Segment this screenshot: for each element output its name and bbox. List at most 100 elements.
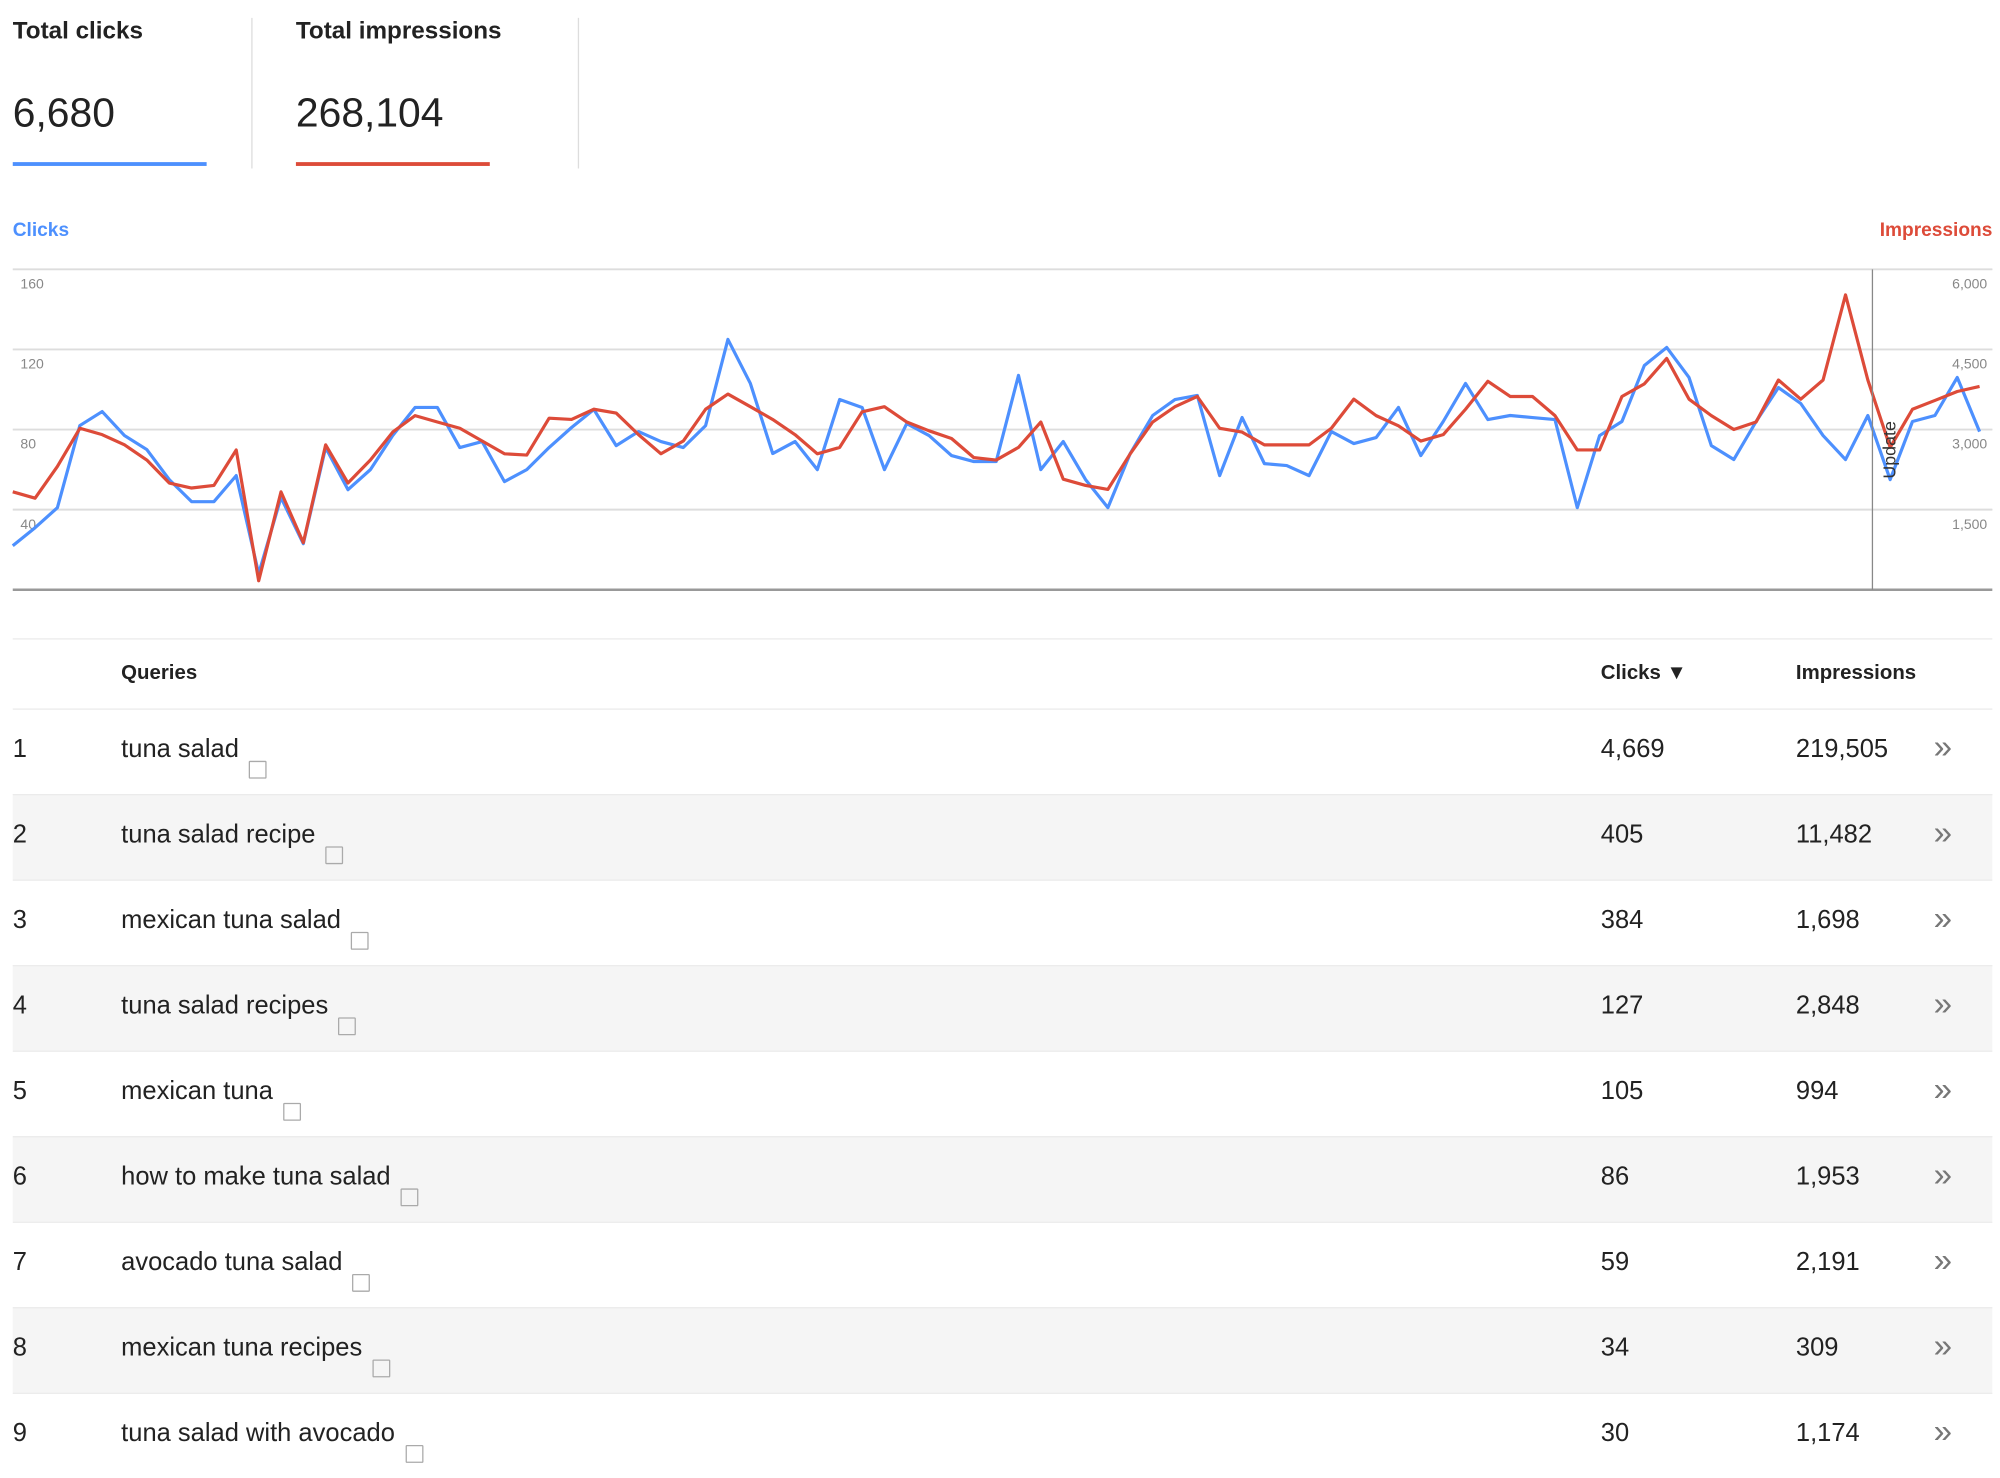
query-cell[interactable]: how to make tuna salad (121, 1162, 419, 1207)
separator (577, 17, 580, 169)
cell-text: 1,174 (1795, 1419, 1860, 1448)
cell: 7 (13, 1248, 27, 1277)
summary-value: 6,680 (12, 89, 115, 136)
cell: 127 (1601, 992, 1644, 1021)
summary-label: Total impressions (295, 17, 502, 45)
cell: 2 (13, 821, 27, 850)
cell-text: 30 (1600, 1419, 1630, 1448)
series-line (12, 293, 1980, 583)
y-tick-label: 40 (20, 516, 36, 532)
cell: 1,953 (1796, 1163, 1860, 1192)
cell-text: 405 (1600, 820, 1644, 849)
cell-text: 9 (12, 1419, 27, 1448)
cell-text: 7 (12, 1248, 27, 1277)
table-row: 1 tuna salad 4,669 219,505 » (12, 708, 1993, 794)
external-link-icon[interactable] (351, 931, 370, 950)
query-cell[interactable]: mexican tuna (121, 1077, 301, 1121)
cell-text: mexican tuna salad (121, 906, 341, 935)
cell-text: 105 (1600, 1077, 1644, 1106)
external-link-icon[interactable] (400, 1188, 419, 1207)
external-link-icon[interactable] (405, 1444, 423, 1463)
expand-icon[interactable]: » (1933, 727, 1953, 766)
query-cell[interactable]: tuna salad with avocado (121, 1419, 423, 1463)
expand-icon[interactable]: » (1933, 813, 1953, 852)
cell: 2,191 (1796, 1248, 1860, 1277)
cell: 1,174 (1796, 1419, 1860, 1448)
header-text: Clicks (1600, 662, 1661, 685)
cell-text: 86 (1600, 1162, 1630, 1191)
y-axis-label: Clicks (13, 220, 69, 241)
summary-underline (12, 162, 207, 166)
external-link-icon[interactable] (249, 760, 267, 779)
cell-text: 8 (12, 1333, 27, 1363)
series-line (11, 337, 1982, 576)
cell: 59 (1601, 1248, 1629, 1277)
expand-icon[interactable]: » (1933, 984, 1953, 1023)
external-link-icon[interactable] (372, 1359, 391, 1378)
cell-text: 2 (12, 820, 27, 849)
table-row: 7 avocado tuna salad 59 2,191 » (12, 1221, 1993, 1308)
cell: 34 (1601, 1334, 1629, 1363)
expand-icon[interactable]: » (1933, 1326, 1953, 1365)
cell-text: 6 (12, 1162, 27, 1191)
expand-icon[interactable]: » (1933, 898, 1953, 937)
y2-axis-label: Impressions (1880, 220, 1993, 241)
cell-text: 4,669 (1600, 735, 1665, 764)
cell-text: 219,505 (1795, 735, 1889, 764)
query-table: Queries Clicks ▼ Impressions 1 tuna salad… (12, 638, 1993, 1478)
cell: 384 (1601, 906, 1644, 935)
table-row: 9 tuna salad with avocado 30 1,174 » (12, 1392, 1993, 1478)
y2-tick-label: 1,500 (1952, 516, 1987, 532)
expand-icon[interactable]: » (1933, 1411, 1953, 1451)
cell: 219,505 (1796, 735, 1888, 764)
cell: 6 (13, 1163, 27, 1192)
query-cell[interactable]: avocado tuna salad (121, 1248, 371, 1292)
y-tick-label: 120 (20, 356, 44, 372)
cell-text: 34 (1600, 1333, 1630, 1363)
expand-icon[interactable]: » (1933, 1069, 1953, 1109)
cell-text: 5 (12, 1077, 27, 1106)
cell-text: 309 (1795, 1333, 1839, 1363)
expand-icon[interactable]: » (1933, 1240, 1953, 1280)
external-link-icon[interactable] (325, 846, 344, 865)
separator (251, 17, 253, 169)
external-link-icon[interactable] (352, 1273, 371, 1292)
query-cell[interactable]: tuna salad recipe (121, 820, 344, 865)
y2-tick-label: 3,000 (1952, 436, 1987, 452)
cell: 86 (1601, 1163, 1629, 1192)
external-link-icon[interactable] (338, 1017, 357, 1036)
cell: 405 (1601, 821, 1644, 850)
header-cell[interactable]: Impressions (1795, 662, 1917, 685)
y2-tick-label: 4,500 (1952, 356, 1987, 372)
expand-icon[interactable]: » (1933, 1155, 1953, 1194)
cell: 309 (1796, 1334, 1839, 1363)
cell-text: tuna salad with avocado (121, 1419, 395, 1448)
cell: 11,482 (1796, 821, 1872, 850)
cell-text: how to make tuna salad (121, 1162, 391, 1191)
table-row: 2 tuna salad recipe 405 11,482 » (12, 793, 1993, 880)
cell-text: 127 (1600, 991, 1644, 1020)
cell-text: mexican tuna recipes (121, 1333, 363, 1363)
external-link-icon[interactable] (283, 1102, 301, 1121)
y2-tick-label: 6,000 (1952, 275, 1987, 291)
y-tick-label: 80 (20, 436, 36, 452)
query-cell[interactable]: tuna salad recipes (121, 992, 357, 1036)
annotation: Update (1879, 421, 1899, 479)
cell-text: tuna salad recipe (121, 820, 316, 849)
cell: 4 (13, 992, 27, 1021)
cell-text: avocado tuna salad (121, 1248, 343, 1277)
cell-text: 4 (12, 991, 27, 1020)
cell-text: 59 (1600, 1248, 1630, 1277)
query-cell[interactable]: mexican tuna salad (121, 906, 370, 950)
cell-text: mexican tuna (121, 1077, 273, 1106)
cell: 8 (13, 1334, 27, 1363)
cell-text: tuna salad (121, 735, 239, 764)
summary-label: Total clicks (12, 17, 143, 45)
cell: 5 (13, 1077, 27, 1106)
cell: 994 (1796, 1077, 1839, 1106)
query-cell[interactable]: tuna salad (121, 735, 267, 779)
header-cell[interactable]: Clicks ▼ (1600, 662, 1687, 685)
query-cell[interactable]: mexican tuna recipes (121, 1333, 391, 1378)
summary-value: 268,104 (295, 89, 444, 136)
header-cell[interactable]: Queries (121, 662, 198, 685)
